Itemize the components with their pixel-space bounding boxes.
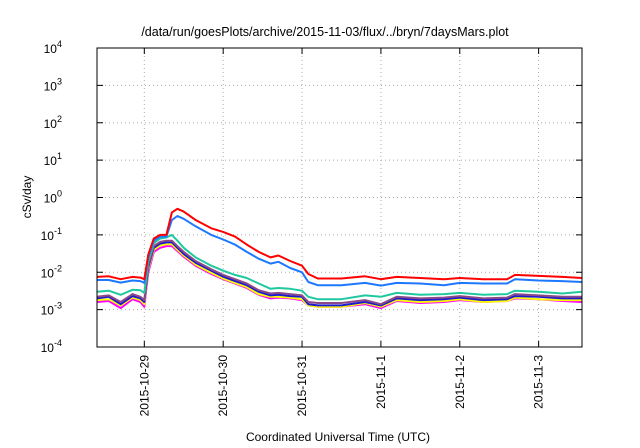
x-tick-label: 2015-11-3 — [532, 355, 546, 409]
x-axis: 2015-10-29 2015-10-30 2015-10-31 2015-11-1 2… — [137, 48, 546, 417]
y-tick-label: 101 — [44, 151, 62, 168]
x-axis-label: Coordinated Universal Time (UTC) — [246, 430, 430, 444]
y-tick-label: 10-4 — [41, 338, 62, 355]
x-tick-label: 2015-11-1 — [374, 355, 388, 409]
grid — [97, 48, 582, 347]
series-line-purple — [96, 239, 582, 306]
y-axis: 10-4 10-3 10-2 10-1 100 101 102 103 104 — [41, 39, 582, 355]
chart-title: /data/run/goesPlots/archive/2015-11-03/f… — [141, 25, 509, 39]
series-line-teal — [96, 233, 583, 301]
y-tick-label: 10-1 — [41, 226, 62, 243]
series-group — [96, 207, 583, 310]
y-tick-label: 102 — [44, 114, 62, 131]
y-tick-label: 103 — [44, 76, 62, 93]
series-line-blue — [97, 215, 583, 287]
y-tick-label: 104 — [44, 39, 62, 56]
x-tick-label: 2015-10-29 — [137, 355, 151, 417]
x-tick-label: 2015-10-30 — [216, 355, 230, 417]
y-axis-label: cSv/day — [20, 176, 34, 219]
x-tick-label: 2015-11-2 — [453, 355, 467, 409]
y-tick-label: 10-2 — [41, 263, 62, 280]
series-line-red — [96, 207, 583, 281]
y-tick-label: 100 — [44, 189, 62, 206]
x-tick-label: 2015-10-31 — [295, 355, 309, 417]
y-tick-label: 10-3 — [41, 301, 62, 318]
